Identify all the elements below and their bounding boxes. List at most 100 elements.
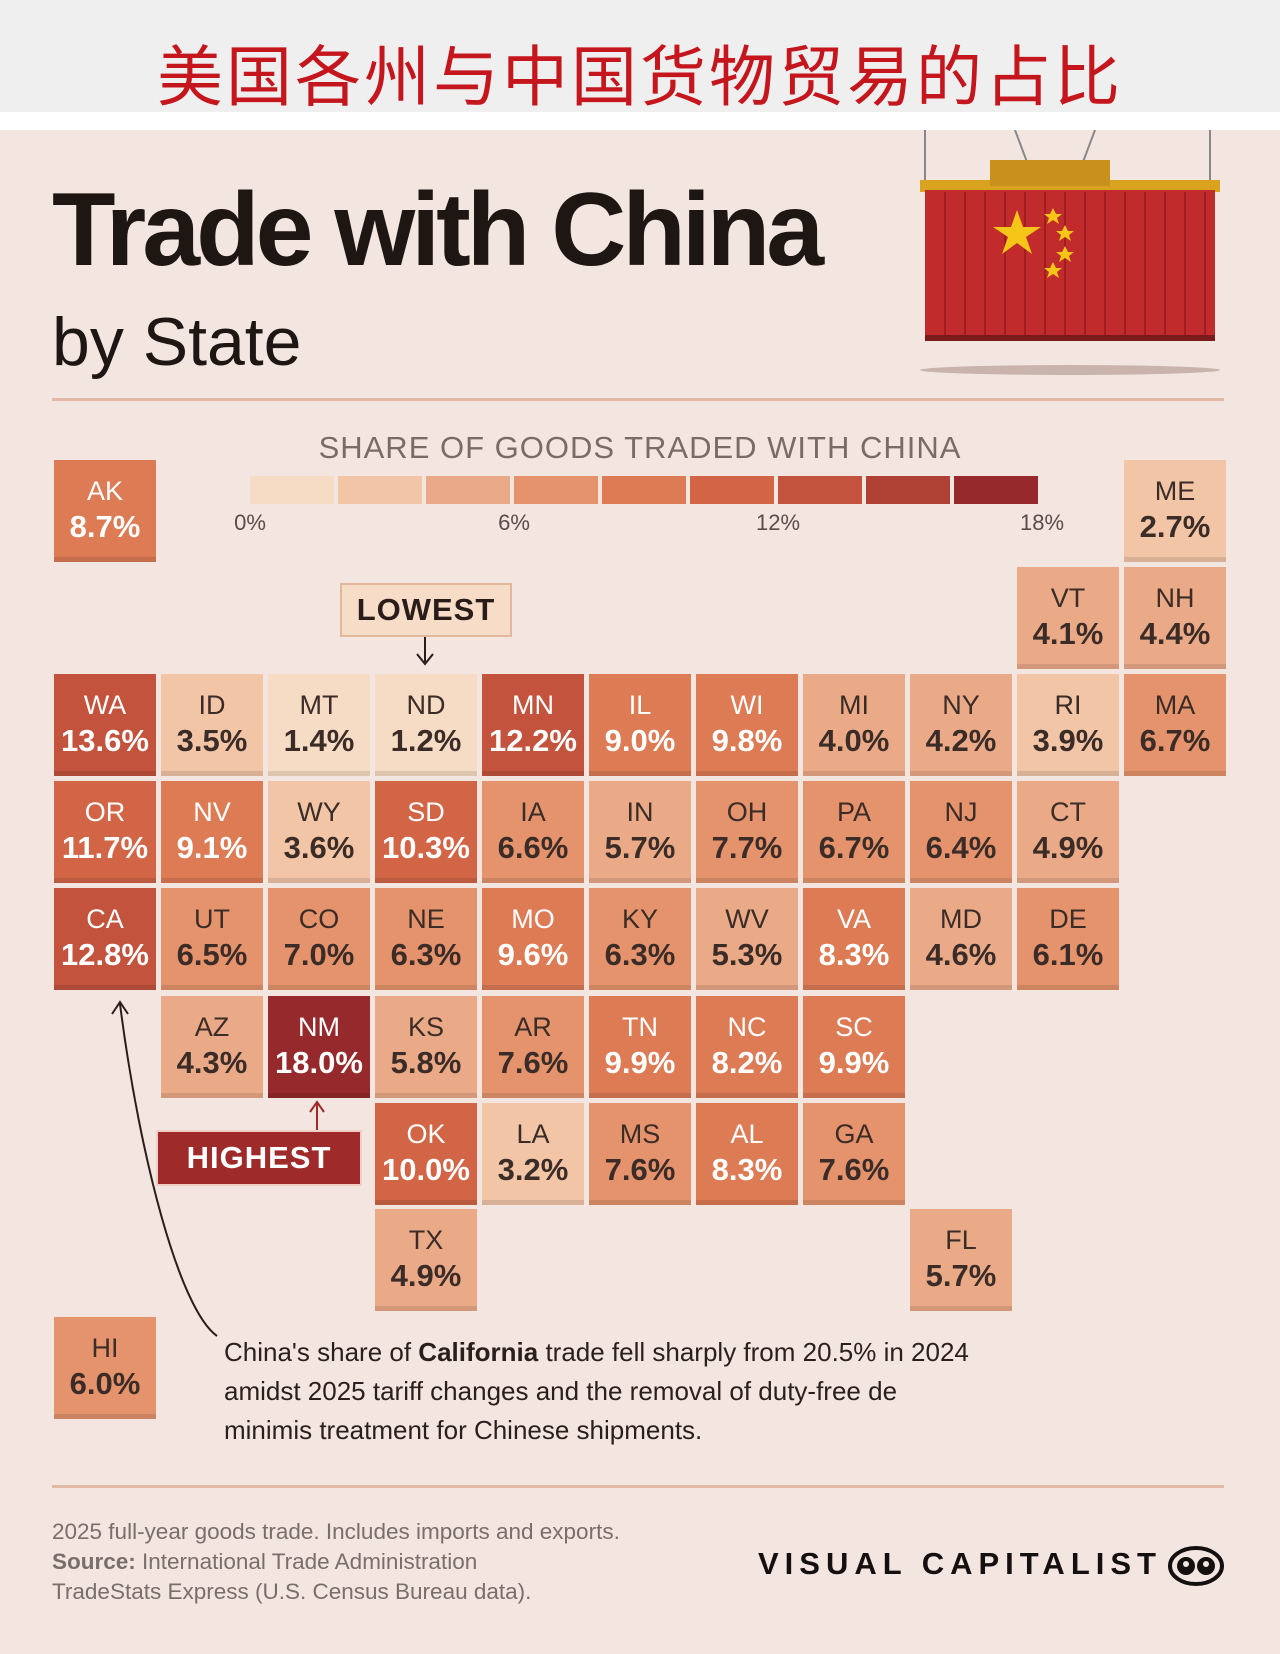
state-abbr: IN <box>626 797 654 827</box>
chart-subtitle: by State <box>52 304 302 380</box>
state-tile-ne: NE 6.3% <box>375 888 477 990</box>
state-tile-ca: CA 12.8% <box>54 888 156 990</box>
state-abbr: KY <box>621 904 659 934</box>
state-abbr: KS <box>407 1012 445 1042</box>
state-tile-al: AL 8.3% <box>696 1103 798 1205</box>
state-tile-mn: MN 12.2% <box>482 674 584 776</box>
title-divider <box>52 398 1224 401</box>
state-tile-hi: HI 6.0% <box>54 1317 156 1419</box>
state-abbr: CA <box>86 904 124 934</box>
state-value-label: 9.0% <box>604 723 676 758</box>
state-abbr: MT <box>299 690 339 720</box>
highest-callout: HIGHEST <box>156 1130 362 1186</box>
state-value-label: 9.6% <box>497 937 569 972</box>
legend-swatch <box>514 476 598 504</box>
state-value-label: 3.5% <box>176 723 248 758</box>
state-abbr: IL <box>628 690 652 720</box>
state-value-label: 4.6% <box>925 937 997 972</box>
state-tile-ar: AR 7.6% <box>482 996 584 1098</box>
state-tile-nm: NM 18.0% <box>268 996 370 1098</box>
shipping-container-illustration <box>920 130 1220 375</box>
state-tile-la: LA 3.2% <box>482 1103 584 1205</box>
state-value-label: 4.9% <box>1032 830 1104 865</box>
state-tile-sd: SD 10.3% <box>375 781 477 883</box>
state-tile-nd: ND 1.2% <box>375 674 477 776</box>
legend-tick-label: 18% <box>1019 510 1065 535</box>
state-tile-tn: TN 9.9% <box>589 996 691 1098</box>
state-abbr: WY <box>297 797 341 827</box>
legend-tick-label: 12% <box>755 510 801 535</box>
state-tile-ky: KY 6.3% <box>589 888 691 990</box>
state-value-label: 5.8% <box>390 1045 462 1080</box>
state-value-label: 7.7% <box>711 830 783 865</box>
state-value-label: 7.6% <box>818 1152 890 1187</box>
state-tile-nv: NV 9.1% <box>161 781 263 883</box>
state-abbr: DE <box>1049 904 1087 934</box>
state-abbr: NJ <box>944 797 978 827</box>
state-abbr: FL <box>945 1225 977 1255</box>
state-value-label: 8.2% <box>711 1045 783 1080</box>
state-value-label: 2.7% <box>1139 509 1211 544</box>
brand-name: VISUAL CAPITALIST <box>758 1546 1162 1581</box>
state-tile-fl: FL 5.7% <box>910 1209 1012 1311</box>
state-value-label: 10.3% <box>382 830 470 865</box>
state-value-label: 6.7% <box>818 830 890 865</box>
state-tile-ri: RI 3.9% <box>1017 674 1119 776</box>
state-abbr: MN <box>512 690 554 720</box>
state-value-label: 4.1% <box>1032 616 1104 651</box>
legend-tick-label: 0% <box>234 510 266 535</box>
state-value-label: 7.0% <box>283 937 355 972</box>
state-value-label: 9.1% <box>176 830 248 865</box>
footnote-note: 2025 full-year goods trade. Includes imp… <box>52 1519 620 1544</box>
state-abbr: MS <box>619 1119 661 1149</box>
state-value-label: 9.8% <box>711 723 783 758</box>
state-tile-ut: UT 6.5% <box>161 888 263 990</box>
state-tile-id: ID 3.5% <box>161 674 263 776</box>
chart-title: Trade with China <box>52 172 824 288</box>
state-abbr: ME <box>1154 476 1196 506</box>
chinese-header-banner: 美国各州与中国货物贸易的占比 <box>0 0 1280 130</box>
footer-divider <box>52 1485 1224 1488</box>
state-abbr: NH <box>1155 583 1195 613</box>
legend-swatch <box>250 476 334 504</box>
state-tile-wa: WA 13.6% <box>54 674 156 776</box>
state-value-label: 6.5% <box>176 937 248 972</box>
state-tile-ma: MA 6.7% <box>1124 674 1226 776</box>
legend-swatch <box>602 476 686 504</box>
state-tile-de: DE 6.1% <box>1017 888 1119 990</box>
state-tile-ms: MS 7.6% <box>589 1103 691 1205</box>
visual-capitalist-logo-icon <box>1168 1546 1224 1586</box>
state-abbr: MO <box>511 904 555 934</box>
state-tile-or: OR 11.7% <box>54 781 156 883</box>
state-abbr: VT <box>1050 583 1086 613</box>
state-abbr: AL <box>730 1119 764 1149</box>
state-tile-ga: GA 7.6% <box>803 1103 905 1205</box>
state-value-label: 6.6% <box>497 830 569 865</box>
state-abbr: OK <box>406 1119 446 1149</box>
chinese-title: 美国各州与中国货物贸易的占比 <box>157 39 1123 116</box>
state-value-label: 12.8% <box>61 937 149 972</box>
state-value-label: 10.0% <box>382 1152 470 1187</box>
state-tile-ok: OK 10.0% <box>375 1103 477 1205</box>
state-abbr: PA <box>836 797 871 827</box>
state-tile-co: CO 7.0% <box>268 888 370 990</box>
lowest-callout: LOWEST <box>340 583 512 637</box>
state-abbr: NY <box>942 690 980 720</box>
state-value-label: 8.7% <box>69 509 141 544</box>
state-tile-ct: CT 4.9% <box>1017 781 1119 883</box>
state-tile-mt: MT 1.4% <box>268 674 370 776</box>
state-value-label: 8.3% <box>711 1152 783 1187</box>
california-arrow-line <box>119 1003 218 1337</box>
state-abbr: LA <box>516 1119 550 1149</box>
state-value-label: 4.3% <box>176 1045 248 1080</box>
state-value-label: 3.6% <box>283 830 355 865</box>
state-tile-wi: WI 9.8% <box>696 674 798 776</box>
state-abbr: VA <box>836 904 871 934</box>
state-value-label: 7.6% <box>497 1045 569 1080</box>
state-abbr: AZ <box>194 1012 230 1042</box>
state-abbr: NC <box>727 1012 767 1042</box>
state-abbr: SD <box>407 797 445 827</box>
state-value-label: 6.7% <box>1139 723 1211 758</box>
legend-tick-label: 6% <box>498 510 530 535</box>
